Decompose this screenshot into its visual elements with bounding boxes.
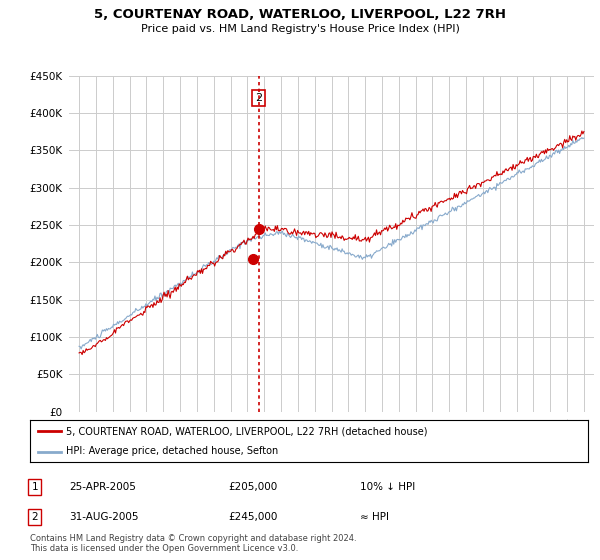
Text: 2: 2	[31, 512, 38, 522]
Text: Contains HM Land Registry data © Crown copyright and database right 2024.
This d: Contains HM Land Registry data © Crown c…	[30, 534, 356, 553]
Text: HPI: Average price, detached house, Sefton: HPI: Average price, detached house, Seft…	[66, 446, 278, 456]
Text: £245,000: £245,000	[228, 512, 277, 522]
Text: 5, COURTENAY ROAD, WATERLOO, LIVERPOOL, L22 7RH (detached house): 5, COURTENAY ROAD, WATERLOO, LIVERPOOL, …	[66, 426, 428, 436]
Text: 25-APR-2005: 25-APR-2005	[69, 482, 136, 492]
Text: 10% ↓ HPI: 10% ↓ HPI	[360, 482, 415, 492]
Text: ≈ HPI: ≈ HPI	[360, 512, 389, 522]
Text: 1: 1	[31, 482, 38, 492]
Text: Price paid vs. HM Land Registry's House Price Index (HPI): Price paid vs. HM Land Registry's House …	[140, 24, 460, 34]
Text: 2: 2	[255, 93, 262, 103]
Text: 5, COURTENAY ROAD, WATERLOO, LIVERPOOL, L22 7RH: 5, COURTENAY ROAD, WATERLOO, LIVERPOOL, …	[94, 8, 506, 21]
Text: 31-AUG-2005: 31-AUG-2005	[69, 512, 139, 522]
Text: £205,000: £205,000	[228, 482, 277, 492]
